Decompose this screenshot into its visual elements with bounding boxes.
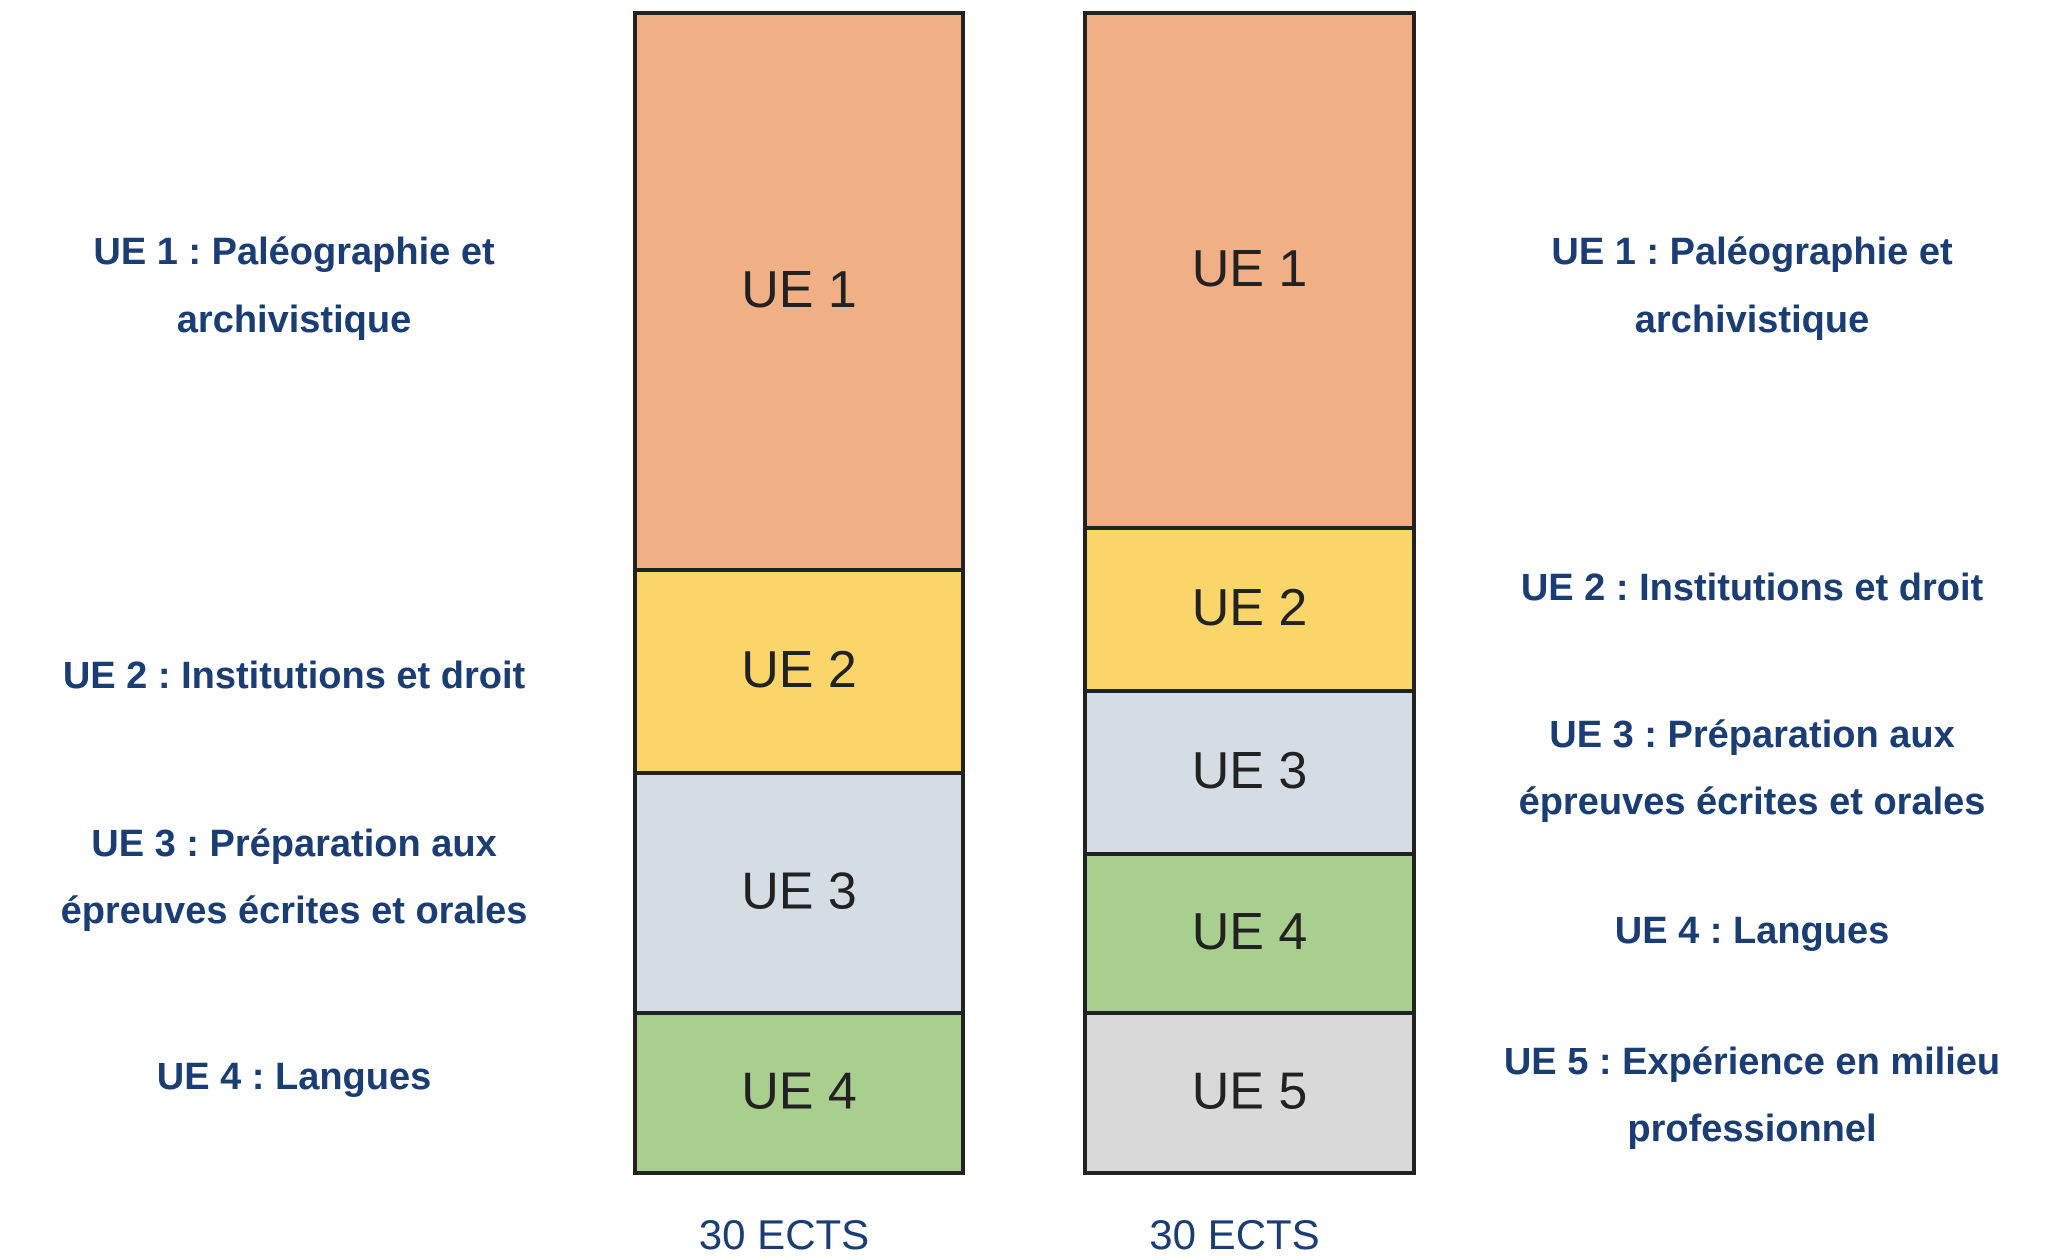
ue-block: [1083, 1011, 1416, 1175]
ue-description: UE 1 : Paléographie et: [93, 231, 495, 273]
ue-block-label: UE 3: [741, 863, 857, 921]
ue-description: archivistique: [1635, 299, 1869, 341]
ue-block: [633, 11, 965, 572]
ue-description: UE 4 : Langues: [1615, 910, 1890, 952]
ue-description: épreuves écrites et orales: [1519, 781, 1986, 823]
ue-block-label: UE 2: [741, 641, 857, 699]
ue-block: [633, 1011, 965, 1175]
ue-block: [1083, 526, 1416, 693]
ue-description: UE 1 : Paléographie et: [1551, 231, 1953, 273]
ue-block: [633, 568, 965, 775]
ue-block: [633, 771, 965, 1015]
ue-block-label: UE 4: [741, 1063, 857, 1121]
ue-description: professionnel: [1627, 1108, 1876, 1150]
ects-total: 30 ECTS: [699, 1211, 869, 1258]
ue-description: UE 2 : Institutions et droit: [1521, 567, 1984, 609]
ue-block-label: UE 5: [1192, 1063, 1308, 1121]
ue-block: [1083, 11, 1416, 530]
ue-description: UE 2 : Institutions et droit: [63, 655, 526, 697]
ue-block: [1083, 852, 1416, 1015]
ue-description: UE 5 : Expérience en milieu: [1504, 1041, 2000, 1083]
ects-total: 30 ECTS: [1149, 1211, 1319, 1258]
ue-description: UE 3 : Préparation aux: [1549, 714, 1954, 756]
ue-block-label: UE 2: [1192, 579, 1308, 637]
ue-description: UE 3 : Préparation aux: [91, 823, 496, 865]
ue-description: UE 4 : Langues: [157, 1056, 432, 1098]
ue-block-label: UE 1: [741, 261, 857, 319]
ue-description: épreuves écrites et orales: [61, 890, 528, 932]
ue-description: archivistique: [177, 299, 411, 341]
ue-block-label: UE 3: [1192, 742, 1308, 800]
ue-block-label: UE 4: [1192, 903, 1308, 961]
ue-block-label: UE 1: [1192, 240, 1308, 298]
